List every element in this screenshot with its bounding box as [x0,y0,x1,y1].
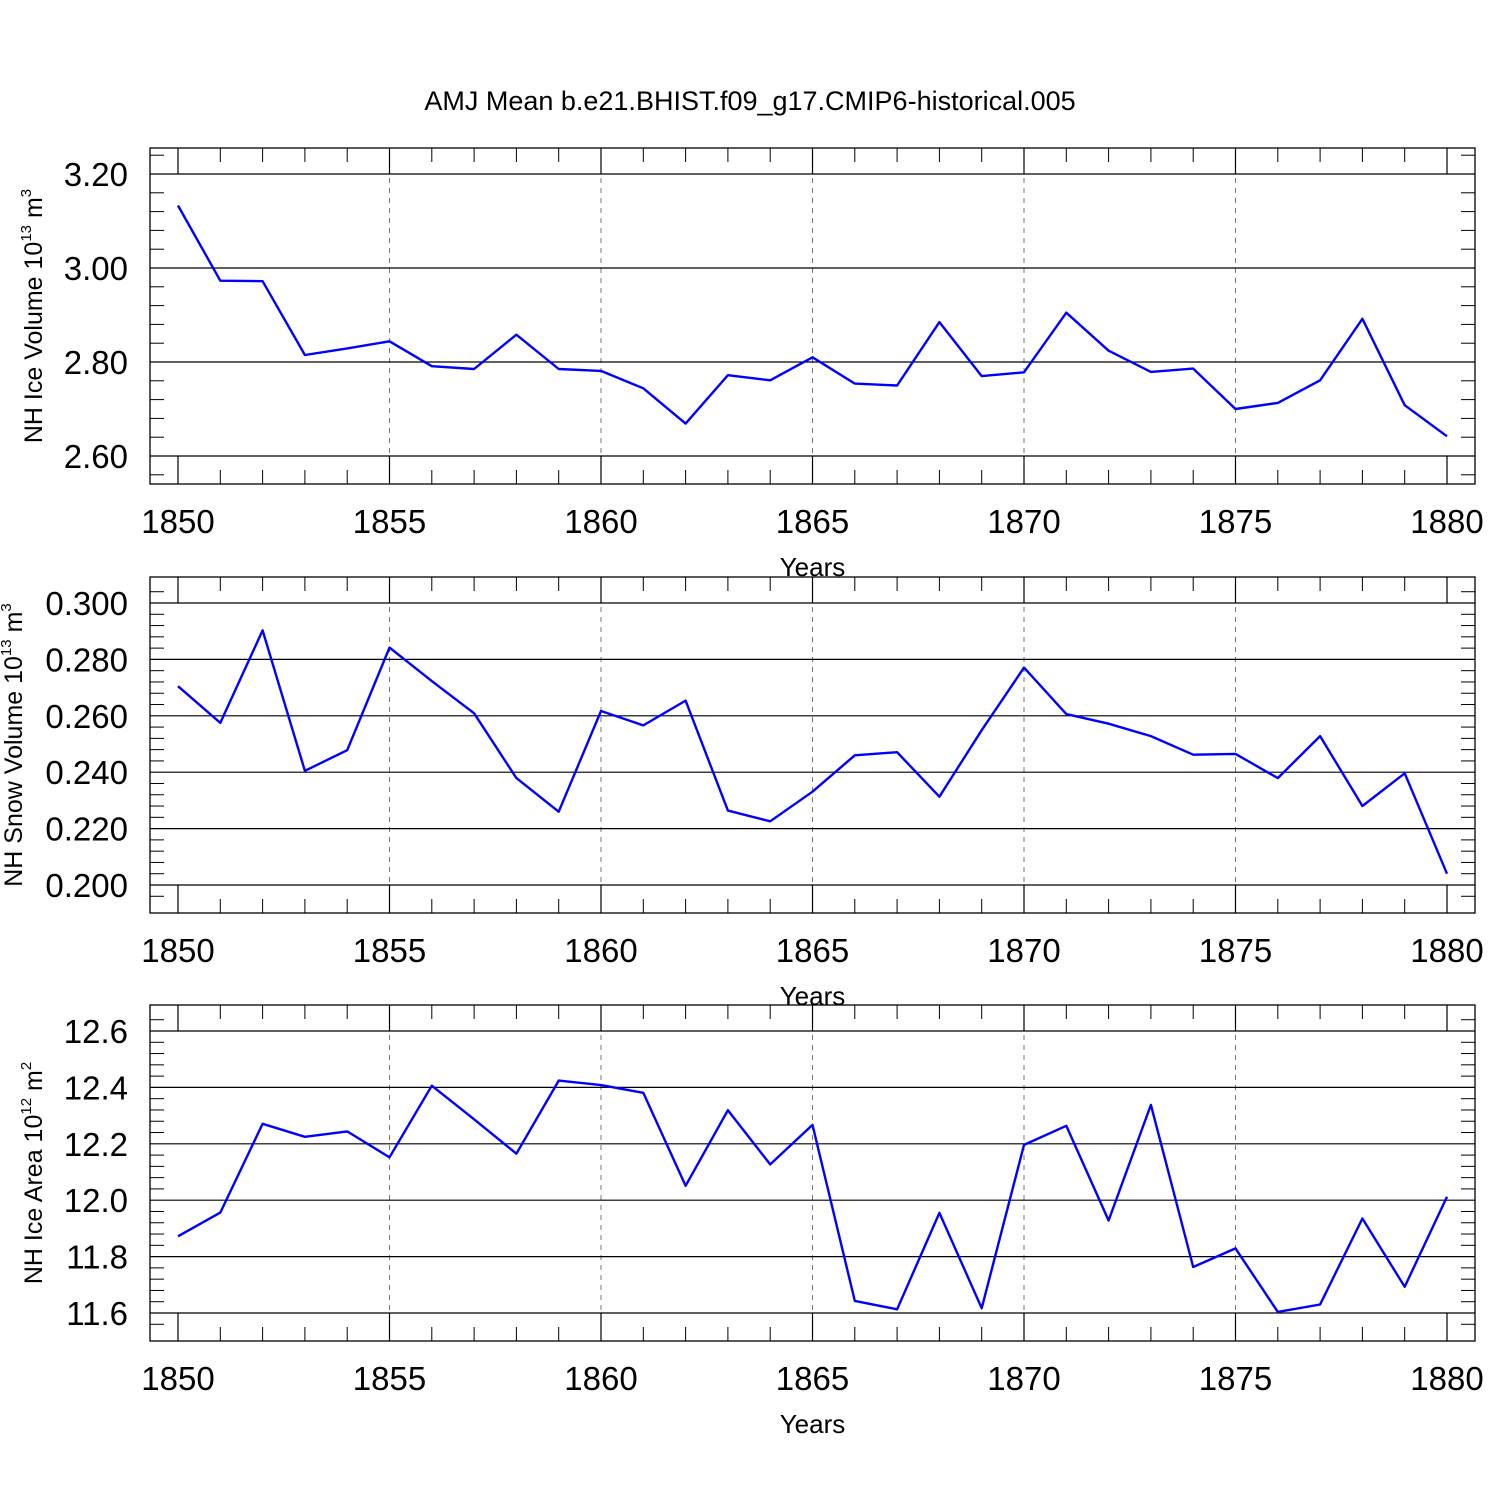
panel-2: 1850 1855 1860 1865 1870 1875 1880 0.200 0.220 0.… [0,576,1484,1011]
figure-title: AMJ Mean b.e21.BHIST.f09_g17.CMIP6-histo… [424,86,1075,116]
x-tick-label: 1865 [776,932,849,969]
x-tick-label: 1875 [1199,503,1272,540]
y-tick-label: 11.6 [66,1295,128,1332]
y-axis-label: NH Ice Area 1012 m2 [18,1062,48,1284]
panels: 1850 1855 1860 1865 1870 1875 1880 2.60 2.80 3.00… [0,147,1484,1439]
y-axis-label-unit-exponent: 3 [18,189,35,197]
y-tick-label: 0.200 [45,867,128,904]
x-axis-label: Years [780,1409,846,1439]
y-tick-label: 2.60 [64,438,128,475]
y-axis-label-unit: m [0,612,28,640]
x-tick-label: 1860 [564,932,637,969]
y-axis-label-exponent: 12 [18,1098,35,1115]
panel-1: 1850 1855 1860 1865 1870 1875 1880 2.60 2.80 3.00… [18,147,1484,582]
x-tick-label: 1870 [987,932,1060,969]
y-tick-label: 0.280 [45,641,128,678]
x-tick-label: 1875 [1199,1360,1272,1397]
x-tick-label: 1880 [1410,932,1483,969]
y-tick-label: 0.260 [45,698,128,735]
y-axis-label-main: NH Snow Volume 10 [0,656,28,887]
x-tick-label: 1855 [353,932,426,969]
y-axis-label-unit-exponent: 2 [18,1062,35,1070]
x-tick-label: 1850 [141,503,214,540]
y-tick-label: 12.4 [64,1069,128,1106]
x-tick-label: 1850 [141,1360,214,1397]
y-tick-label: 12.0 [64,1182,128,1219]
y-axis-label-exponent: 13 [18,225,35,242]
y-tick-label: 0.220 [45,811,128,848]
y-axis-label-unit: m [20,197,48,225]
x-tick-label: 1855 [353,1360,426,1397]
y-tick-label: 11.8 [66,1239,128,1276]
x-tick-label: 1875 [1199,932,1272,969]
y-axis-label: NH Ice Volume 1013 m3 [18,189,48,443]
x-tick-label: 1855 [353,503,426,540]
x-tick-label: 1865 [776,1360,849,1397]
x-tick-label: 1870 [987,503,1060,540]
x-tick-label: 1865 [776,503,849,540]
y-axis-label-main: NH Ice Volume 10 [20,242,48,444]
y-tick-label: 3.20 [64,156,128,193]
y-tick-label: 0.300 [45,585,128,622]
y-axis-label-main: NH Ice Area 10 [20,1115,48,1285]
y-axis-label-exponent: 13 [0,639,15,656]
x-tick-label: 1880 [1410,1360,1483,1397]
y-axis-label: NH Snow Volume 1013 m3 [0,603,28,887]
y-axis-label-unit-exponent: 3 [0,603,15,611]
y-tick-label: 12.6 [64,1013,128,1050]
panel-3: 1850 1855 1860 1865 1870 1875 1880 11.6 11.8 12.0… [18,1004,1484,1439]
y-tick-label: 12.2 [64,1126,128,1163]
x-tick-label: 1850 [141,932,214,969]
x-tick-label: 1870 [987,1360,1060,1397]
y-tick-label: 0.240 [45,754,128,791]
x-tick-label: 1880 [1410,503,1483,540]
y-axis-label-unit: m [20,1070,48,1098]
x-tick-label: 1860 [564,503,637,540]
x-tick-label: 1860 [564,1360,637,1397]
y-tick-label: 2.80 [64,344,128,381]
y-tick-label: 3.00 [64,250,128,287]
